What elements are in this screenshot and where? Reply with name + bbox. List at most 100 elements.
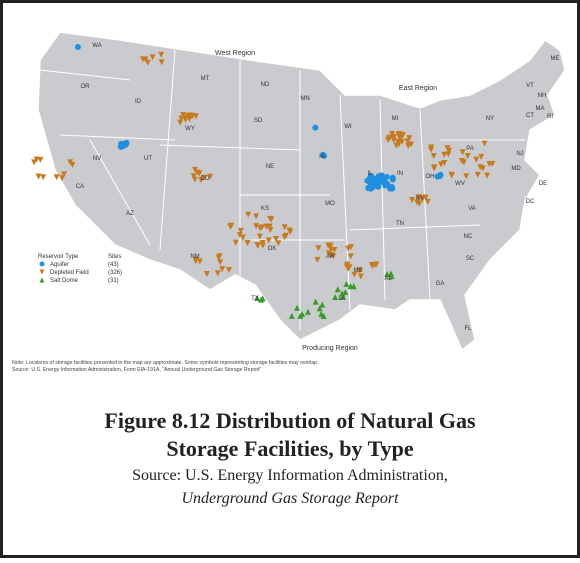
depleted-field-symbol (327, 242, 334, 249)
aquifer-symbol (383, 173, 390, 180)
depleted-field-symbol (355, 267, 362, 274)
depleted-field-symbol (215, 254, 222, 261)
facility-symbols (31, 44, 496, 319)
legend-count: (43) (108, 262, 119, 268)
state-label: WA (92, 43, 101, 49)
depleted-field-symbol (395, 139, 402, 146)
state-label: NC (464, 234, 473, 240)
depleted-field-symbol (140, 56, 147, 63)
depleted-field-symbol (189, 112, 196, 119)
depleted-field-symbol (438, 161, 445, 168)
depleted-field-symbol (474, 171, 481, 178)
state-label: NH (538, 93, 547, 99)
salt-dome-symbol (339, 293, 346, 300)
state-borders (39, 49, 525, 330)
state-label: CT (526, 113, 534, 119)
depleted-field-symbol (236, 232, 243, 239)
depleted-field-symbol (404, 138, 411, 145)
depleted-field-symbol (194, 169, 201, 176)
depleted-field-symbol (196, 258, 203, 265)
state-label: IL (367, 171, 373, 177)
depleted-field-symbol (347, 253, 354, 260)
legend-label: Depleted Field (50, 270, 89, 276)
depleted-field-symbol (330, 253, 337, 260)
state-label: TX (251, 296, 259, 302)
depleted-field-symbol (393, 142, 400, 149)
salt-dome-symbol (384, 271, 391, 278)
depleted-field-symbol (430, 153, 437, 160)
aquifer-symbol (320, 151, 327, 158)
depleted-field-symbol (192, 256, 199, 263)
state-label: WI (344, 124, 352, 130)
state-label: UT (144, 156, 152, 162)
salt-dome-symbol (332, 294, 339, 301)
legend-label: Salt Dome (50, 278, 79, 284)
state-label: RI (547, 114, 553, 120)
state-label: ID (135, 99, 142, 105)
depleted-field-symbol (259, 242, 266, 249)
salt-dome-symbol (312, 298, 319, 305)
depleted-field-symbol (180, 112, 187, 119)
salt-dome-symbol (343, 280, 350, 287)
state-label: OH (426, 174, 435, 180)
depleted-field-symbol (458, 157, 465, 164)
depleted-field-symbol (448, 171, 455, 178)
depleted-field-symbol (281, 234, 288, 241)
state-label: AR (326, 254, 335, 260)
state-label: MD (511, 166, 521, 172)
state-label: VT (526, 83, 534, 89)
legend-title: Reservoir Type (38, 254, 79, 260)
depleted-field-symbol (424, 198, 431, 205)
aquifer-symbol (375, 183, 382, 190)
aquifer-symbol (389, 176, 396, 183)
aquifer-symbol (312, 124, 319, 131)
depleted-field-symbol (345, 265, 352, 272)
depleted-field-symbol (245, 211, 252, 218)
depleted-field-symbol (39, 269, 45, 275)
depleted-field-symbol (225, 267, 232, 274)
depleted-field-symbol (268, 216, 275, 223)
depleted-field-symbol (484, 172, 491, 179)
depleted-field-symbol (254, 242, 261, 249)
state-label: OK (268, 246, 277, 252)
salt-dome-symbol (387, 270, 394, 277)
state-label: ME (551, 56, 560, 62)
depleted-field-symbol (244, 240, 251, 247)
depleted-field-symbol (207, 173, 214, 180)
depleted-field-symbol (144, 59, 151, 66)
state-label: GA (436, 281, 445, 287)
depleted-field-symbol (369, 262, 376, 269)
depleted-field-symbol (217, 259, 224, 266)
state-label: SD (254, 118, 263, 124)
state-label: CO (201, 176, 210, 182)
salt-dome-symbol (254, 295, 261, 302)
state-label: SC (466, 256, 475, 262)
region-label: West Region (215, 50, 255, 57)
depleted-field-symbol (481, 140, 488, 147)
depleted-field-symbol (158, 59, 165, 66)
state-label: DC (526, 199, 535, 205)
region-label: East Region (399, 85, 437, 92)
depleted-field-symbol (67, 159, 74, 166)
salt-dome-symbol (316, 305, 323, 312)
aquifer-symbol (382, 182, 389, 189)
depleted-field-symbol (273, 236, 280, 243)
depleted-field-symbol (253, 223, 260, 230)
depleted-field-symbol (315, 245, 322, 252)
depleted-field-symbol (441, 159, 448, 166)
depleted-field-symbol (357, 273, 364, 280)
depleted-field-symbol (263, 223, 270, 230)
depleted-field-symbol (267, 226, 274, 233)
depleted-field-symbol (473, 156, 480, 163)
depleted-field-symbol (257, 225, 264, 232)
depleted-field-symbol (237, 227, 244, 234)
map-source: Source: U.S. Energy Information Administ… (12, 367, 262, 373)
depleted-field-symbol (416, 200, 423, 207)
state-label: NJ (516, 151, 523, 157)
depleted-field-symbol (348, 244, 355, 251)
depleted-field-symbol (185, 113, 192, 120)
depleted-field-symbol (409, 196, 416, 203)
salt-dome-symbol (294, 304, 301, 311)
state-label: NE (266, 164, 274, 170)
aquifer-symbol (365, 184, 372, 191)
